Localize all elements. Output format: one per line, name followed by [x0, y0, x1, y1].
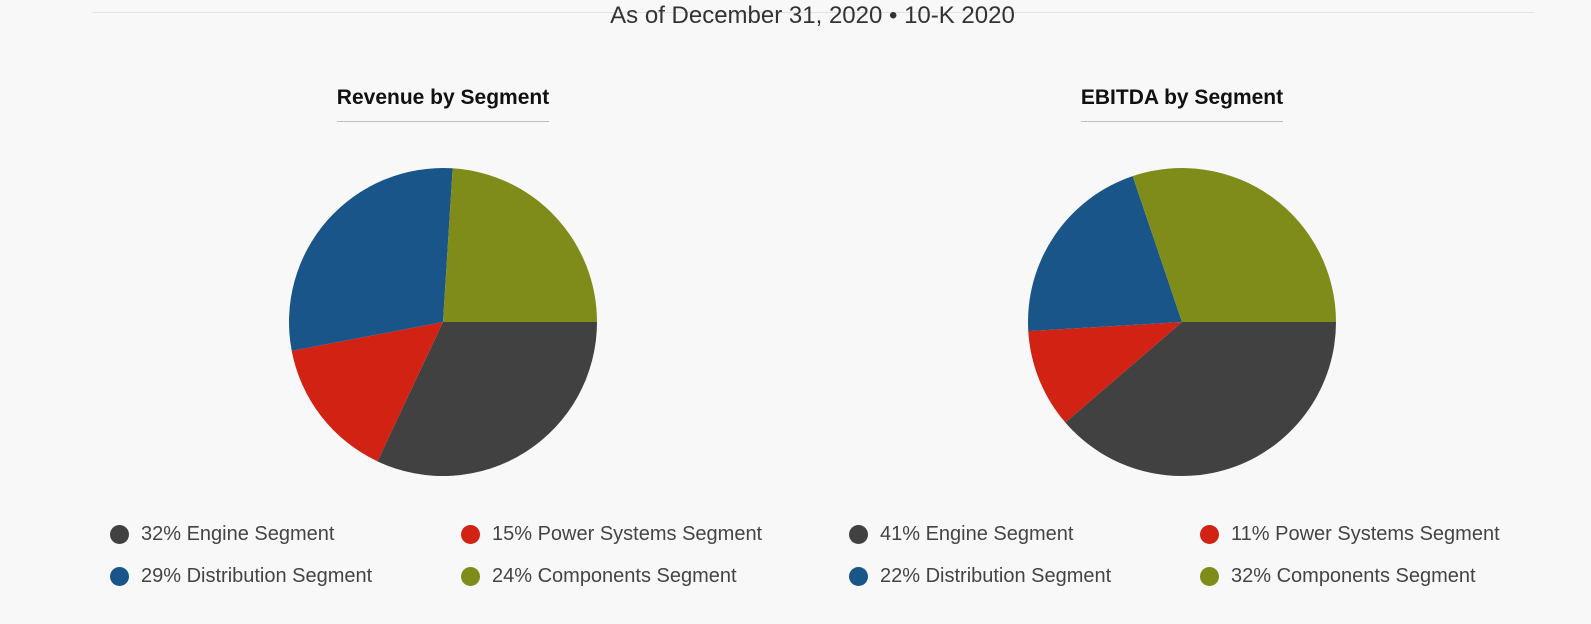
ebitda-legend-item: 32% Components Segment — [1200, 564, 1476, 588]
ebitda-slice-distribution-segment — [1028, 176, 1182, 332]
legend-label: 41% Engine Segment — [880, 523, 1074, 545]
ebitda-chart-title: EBITDA by Segment — [1080, 86, 1284, 109]
revenue-slice-power-systems-segment — [291, 322, 443, 462]
ebitda-legend-item: 41% Engine Segment — [849, 522, 1073, 546]
legend-swatch-icon — [461, 566, 480, 586]
legend-swatch-icon — [110, 524, 129, 544]
legend-label: 22% Distribution Segment — [880, 565, 1112, 587]
revenue-slice-components-segment — [443, 168, 597, 322]
legend-swatch-icon — [461, 524, 480, 544]
revenue-legend-item: 29% Distribution Segment — [110, 564, 372, 588]
ebitda-slice-engine-segment — [1065, 322, 1336, 477]
ebitda-legend: 41% Engine Segment 11% Power Systems Segm… — [849, 522, 1589, 602]
legend-label: 24% Components Segment — [492, 565, 737, 587]
ebitda-legend-item: 22% Distribution Segment — [849, 564, 1111, 588]
legend-swatch-icon — [1200, 524, 1219, 544]
revenue-legend-item: 24% Components Segment — [461, 564, 737, 588]
revenue-legend-item: 15% Power Systems Segment — [461, 522, 762, 546]
legend-label: 15% Power Systems Segment — [492, 523, 763, 545]
legend-swatch-icon — [110, 566, 129, 586]
legend-label: 29% Distribution Segment — [141, 565, 373, 587]
legend-swatch-icon — [849, 524, 868, 544]
revenue-legend-item: 32% Engine Segment — [110, 522, 334, 546]
ebitda-slice-components-segment — [1132, 168, 1336, 322]
revenue-slice-engine-segment — [377, 322, 597, 476]
legend-label: 11% Power Systems Segment — [1231, 523, 1500, 545]
revenue-chart-header: Revenue by Segment — [193, 84, 693, 122]
revenue-chart-title: Revenue by Segment — [336, 86, 550, 109]
legend-swatch-icon — [1200, 566, 1219, 586]
legend-label: 32% Engine Segment — [141, 523, 335, 545]
revenue-slice-distribution-segment — [289, 167, 453, 351]
ebitda-legend-item: 11% Power Systems Segment — [1200, 522, 1500, 546]
legend-swatch-icon — [849, 566, 868, 586]
legend-label: 32% Components Segment — [1231, 565, 1476, 587]
ebitda-slice-power-systems-segment — [1028, 322, 1182, 423]
ebitda-pie-chart — [1028, 168, 1336, 477]
revenue-pie-chart — [289, 167, 597, 476]
revenue-legend: 32% Engine Segment 15% Power Systems Segm… — [110, 522, 850, 602]
top-divider — [92, 12, 1534, 13]
ebitda-chart-header: EBITDA by Segment — [932, 84, 1432, 122]
page-subtitle: As of December 31, 2020 • 10-K 2020 — [610, 2, 1015, 29]
